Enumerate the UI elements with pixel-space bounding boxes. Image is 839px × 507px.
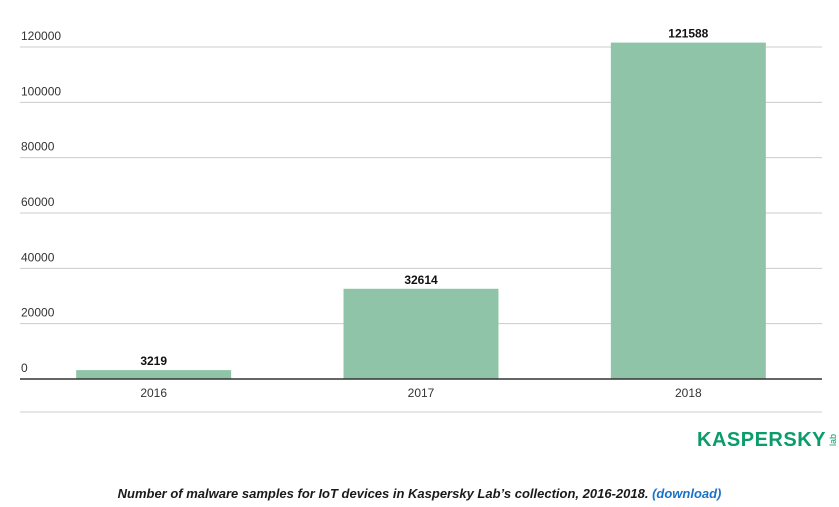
y-tick-label: 120000 [21, 29, 61, 43]
y-tick-label: 20000 [21, 306, 55, 320]
data-label: 3219 [140, 354, 167, 368]
data-label: 121588 [668, 27, 708, 41]
x-tick-label: 2018 [675, 386, 702, 400]
y-tick-label: 100000 [21, 84, 61, 98]
bar-chart: 0 20000 40000 60000 80000 100000 120000 3219 201… [20, 27, 822, 413]
logo-sub: lab [827, 433, 838, 446]
kaspersky-logo: KASPERSKY lab [697, 428, 838, 452]
y-tick-label: 80000 [21, 140, 55, 154]
data-label: 32614 [404, 273, 438, 287]
logo-text: KASPERSKY [697, 429, 826, 451]
bar [76, 370, 232, 379]
bar [610, 42, 766, 379]
y-tick-label: 0 [21, 361, 28, 375]
caption-text: Number of malware samples for IoT device… [117, 486, 649, 501]
bar [343, 288, 499, 379]
x-tick-label: 2017 [408, 386, 435, 400]
y-tick-label: 40000 [21, 250, 55, 264]
x-tick-label: 2016 [140, 386, 167, 400]
y-tick-label: 60000 [21, 195, 55, 209]
download-link[interactable]: (download) [652, 486, 722, 501]
chart-caption: Number of malware samples for IoT device… [0, 486, 839, 501]
